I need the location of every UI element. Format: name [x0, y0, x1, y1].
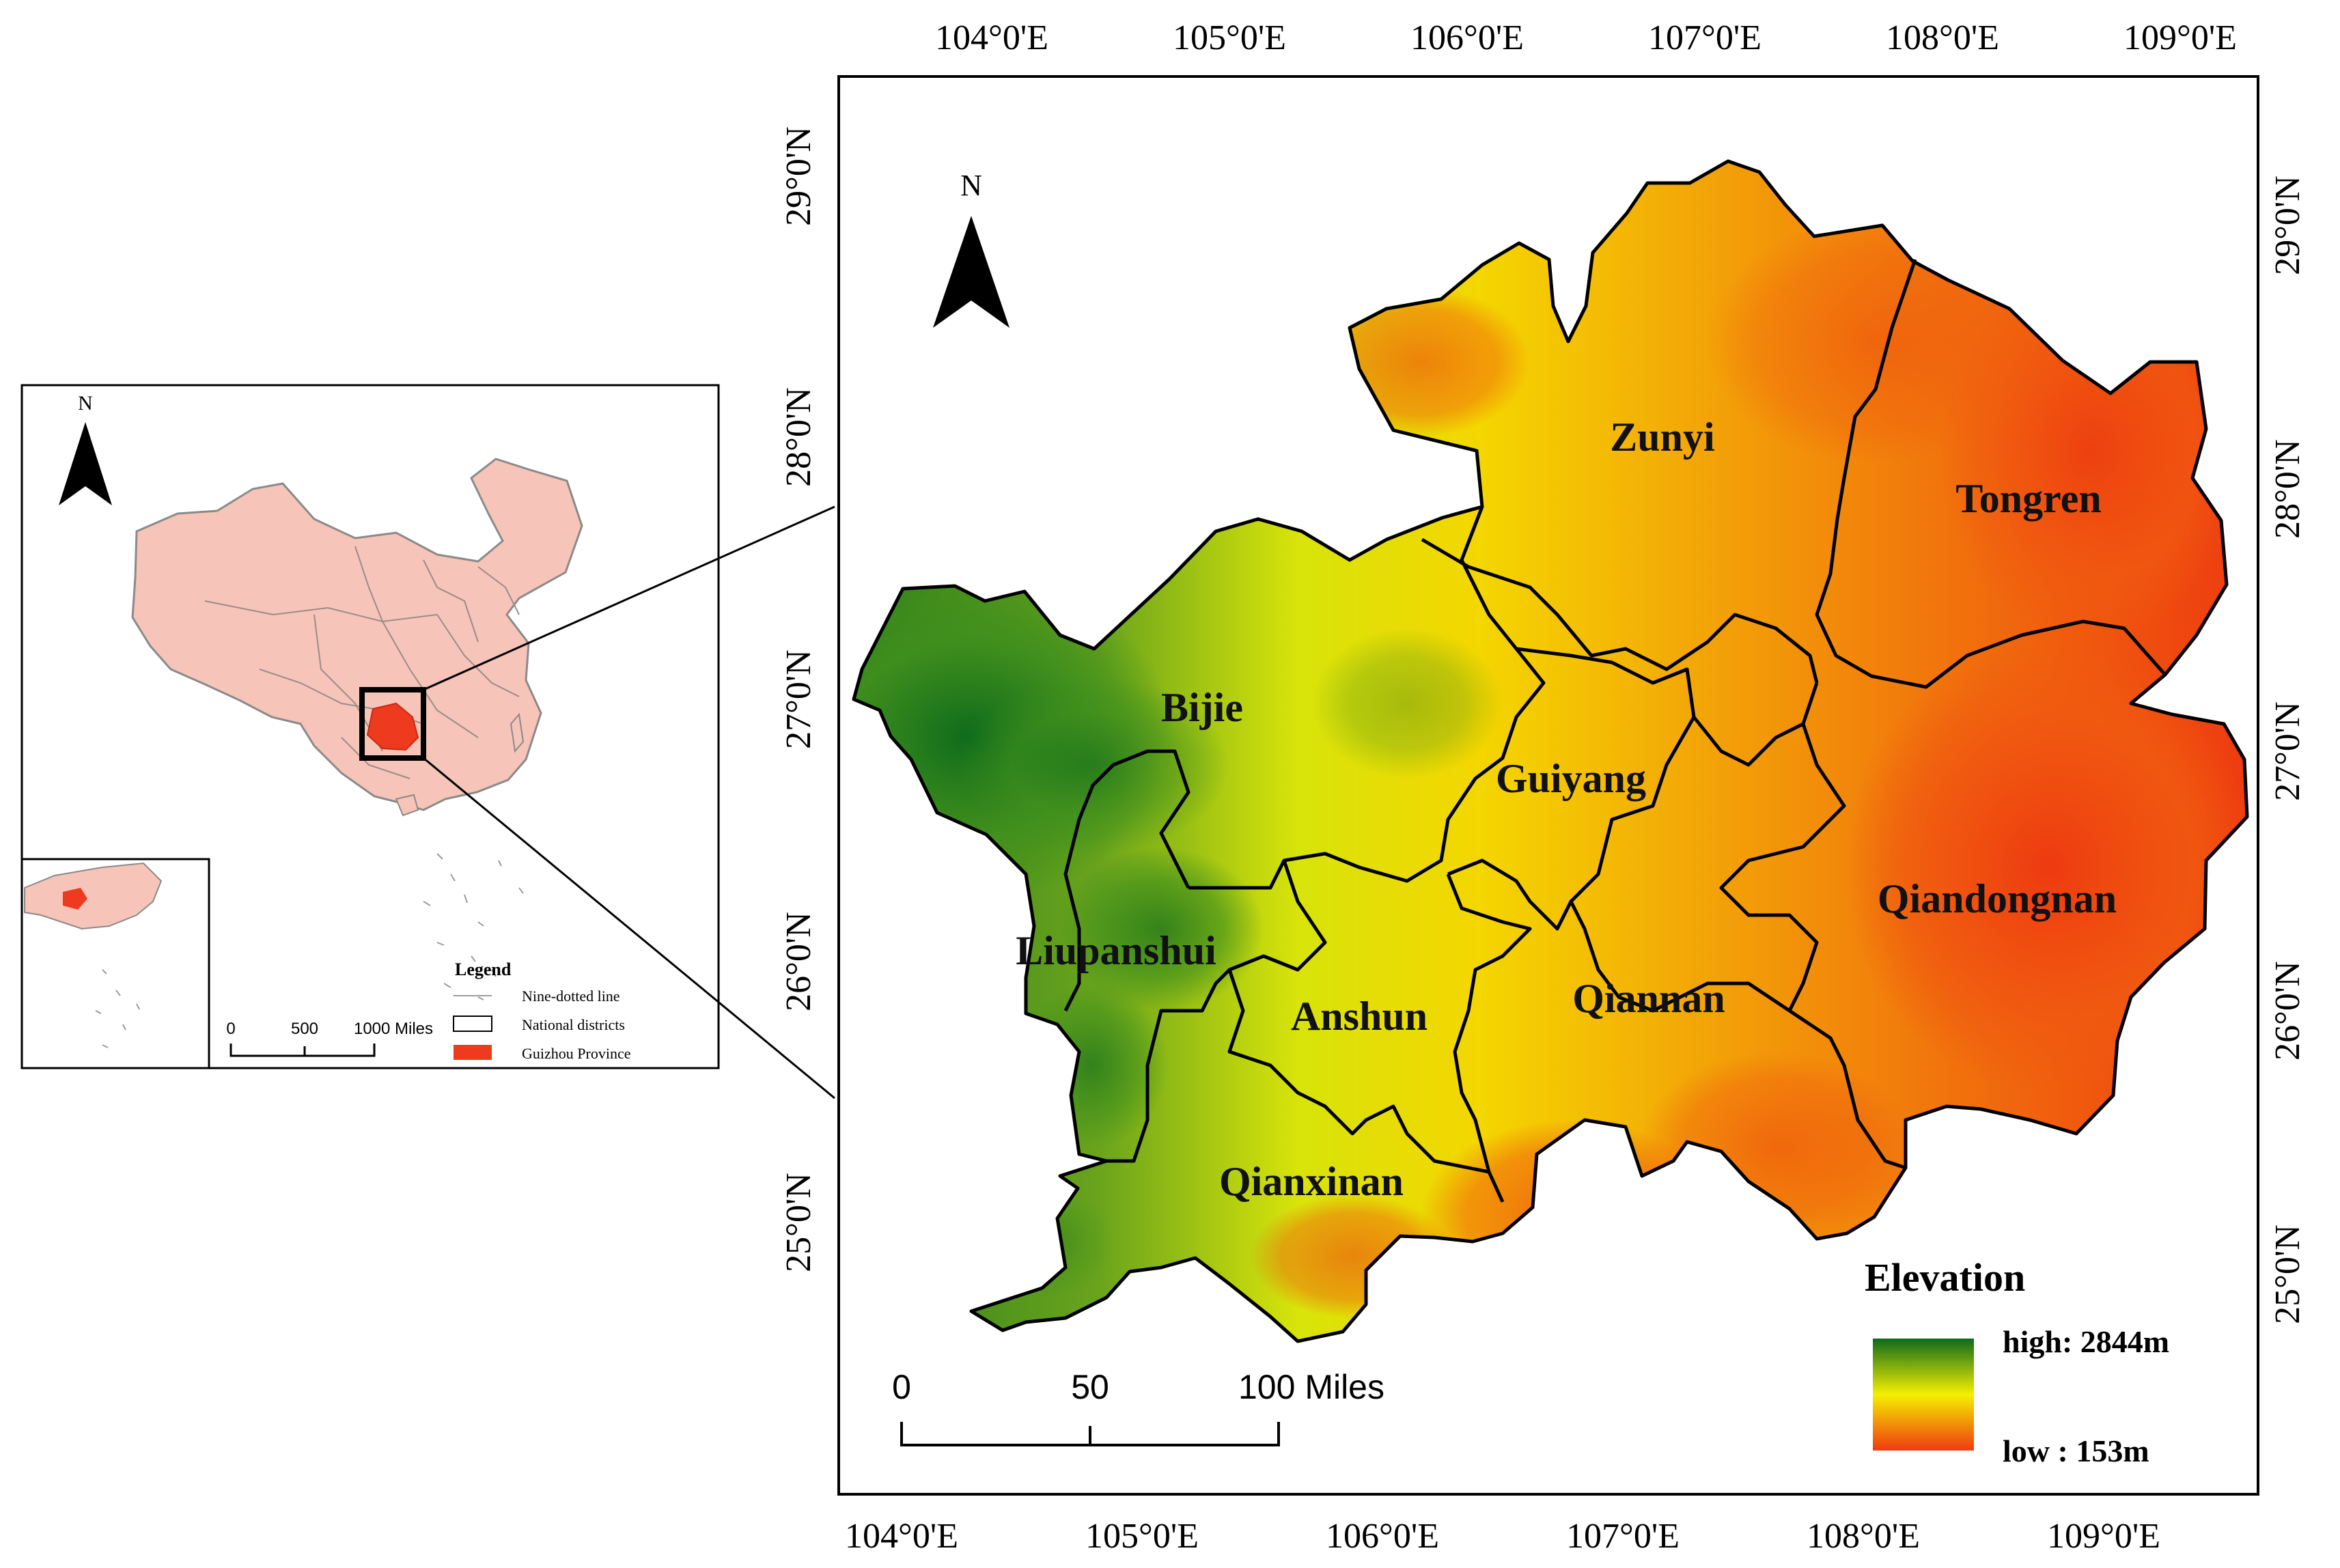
main-north-label: N: [960, 169, 982, 202]
inset-legend-title: Legend: [455, 960, 512, 979]
main-north-arrow-icon: [933, 216, 1009, 328]
bottom-tick-label: 104°0'E: [845, 1517, 958, 1556]
left-tick-label: 29°0'N: [779, 126, 818, 226]
bottom-tick-label: 105°0'E: [1085, 1517, 1199, 1556]
inset-guizhou: [366, 702, 419, 751]
legend-national-districts-symbol: [453, 1016, 492, 1032]
boundary-bijie-east: [1188, 506, 1546, 890]
top-tick-label: 104°0'E: [935, 18, 1048, 57]
inset-map: N: [20, 384, 720, 1069]
inset-scale-1000: 1000 Miles: [354, 1020, 433, 1038]
elevation-high-label: high: 2844m: [2003, 1324, 2169, 1359]
inset-scale-line: [229, 1044, 376, 1057]
inset-locator-box: [359, 687, 426, 761]
boundary-anshun-qiannan: [1446, 873, 1532, 1173]
elevation-legend-title: Elevation: [1865, 1255, 2025, 1300]
top-tick-label: 109°0'E: [2123, 18, 2237, 57]
main-scale-0: 0: [892, 1368, 911, 1406]
right-latitude-ticks: 29°0'N 28°0'N 27°0'N 26°0'N 25°0'N: [2268, 176, 2307, 1324]
bottom-tick-label: 107°0'E: [1566, 1517, 1680, 1556]
legend-guizhou-symbol: [454, 1045, 492, 1060]
legend-national-districts-label: National districts: [522, 1016, 625, 1033]
taiwan-island: [510, 712, 525, 753]
right-tick-label: 28°0'N: [2268, 439, 2307, 539]
main-map: Zunyi Tongren Bijie Guiyang Qiandongnan …: [779, 18, 2307, 1556]
elevation-color-ramp: [1873, 1339, 1974, 1451]
region-label-anshun: Anshun: [1291, 994, 1427, 1039]
boundary-qiannan-qiandongnan: [1719, 682, 1846, 1012]
left-tick-label: 27°0'N: [779, 649, 818, 749]
inset-legend: Legend Nine-dotted line National distric…: [453, 960, 630, 1062]
south-sea-inset-land: [24, 862, 163, 930]
bottom-tick-label: 109°0'E: [2047, 1517, 2160, 1556]
boundary-zunyi-tongren: [1815, 259, 2167, 689]
legend-nine-dotted-line-label: Nine-dotted line: [522, 988, 620, 1005]
main-scale-line: [900, 1422, 1280, 1446]
main-north-arrow: N: [933, 169, 1009, 328]
region-label-qianxinan: Qianxinan: [1219, 1159, 1404, 1204]
right-tick-label: 26°0'N: [2268, 961, 2307, 1061]
hainan-island: [395, 794, 419, 817]
right-tick-label: 25°0'N: [2268, 1224, 2307, 1324]
region-label-guiyang: Guiyang: [1496, 756, 1646, 801]
top-longitude-ticks: 104°0'E 105°0'E 106°0'E 107°0'E 108°0'E 109°0…: [935, 18, 2237, 57]
left-tick-label: 26°0'N: [779, 912, 818, 1011]
inset-south-sea-islands: [423, 853, 524, 1000]
right-tick-label: 27°0'N: [2268, 701, 2307, 801]
boundary-zunyi-south: [1421, 537, 1819, 684]
inset-north-arrow: N: [59, 392, 112, 505]
bottom-tick-label: 108°0'E: [1807, 1517, 1920, 1556]
guizhou-outline: [852, 159, 2249, 1343]
legend-guizhou-label: Guizhou Province: [522, 1045, 630, 1062]
top-tick-label: 108°0'E: [1886, 18, 1999, 57]
prefecture-boundaries: [1063, 259, 2167, 1203]
elevation-legend: Elevation high: 2844m low : 153m: [1865, 1255, 2169, 1468]
nine-dotted-line-inset: [20, 858, 210, 1069]
boundary-guiyang: [1447, 647, 1696, 931]
main-scale-bar: 0 50 100 Miles: [892, 1368, 1384, 1446]
top-tick-label: 106°0'E: [1410, 18, 1524, 57]
boundary-bijie-liupanshui: [1063, 749, 1190, 1012]
top-tick-label: 107°0'E: [1648, 18, 1761, 57]
boundary-qiannan-guiyang: [1693, 716, 1805, 767]
inset-scale-0: 0: [226, 1020, 235, 1038]
left-latitude-ticks: 29°0'N 28°0'N 27°0'N 26°0'N 25°0'N: [779, 126, 818, 1272]
inset-scale-bar: 0 500 1000 Miles: [226, 1020, 433, 1057]
region-label-liupanshui: Liupanshui: [1016, 928, 1216, 973]
boundary-qiannan-west: [1569, 900, 1906, 1170]
main-scale-50: 50: [1071, 1368, 1109, 1406]
region-label-qiandongnan: Qiandongnan: [1878, 876, 2117, 921]
bottom-tick-label: 106°0'E: [1326, 1517, 1439, 1556]
right-tick-label: 29°0'N: [2268, 176, 2307, 275]
region-label-bijie: Bijie: [1161, 685, 1243, 730]
bottom-longitude-ticks: 104°0'E 105°0'E 106°0'E 107°0'E 108°0'E 109°0…: [845, 1517, 2160, 1556]
region-labels: Zunyi Tongren Bijie Guiyang Qiandongnan …: [1016, 415, 2117, 1204]
zoom-connector-lines: [423, 505, 835, 1100]
elevation-low-label: low : 153m: [2003, 1433, 2149, 1468]
boundary-liupanshui-anshun: [1106, 860, 1327, 1163]
region-label-qiannan: Qiannan: [1572, 976, 1725, 1021]
top-tick-label: 105°0'E: [1173, 18, 1286, 57]
region-label-zunyi: Zunyi: [1610, 415, 1714, 460]
region-label-tongren: Tongren: [1955, 476, 2101, 521]
inset-scale-500: 500: [291, 1020, 318, 1038]
boundary-anshun-south: [1227, 969, 1505, 1203]
left-tick-label: 28°0'N: [779, 387, 818, 487]
main-scale-100: 100 Miles: [1238, 1368, 1384, 1406]
inset-north-arrow-icon: [59, 422, 112, 505]
south-sea-inset-guizhou: [63, 888, 87, 910]
inset-north-label: N: [78, 392, 93, 415]
left-tick-label: 25°0'N: [779, 1173, 818, 1272]
